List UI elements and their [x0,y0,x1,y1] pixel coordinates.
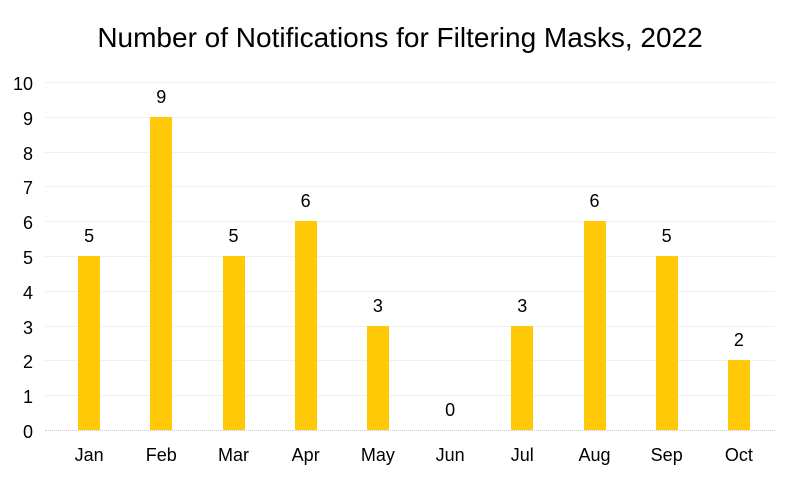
y-tick-label-0: 0 [22,422,33,442]
bar-value-label-jun: 0 [445,400,456,420]
bar-apr [294,221,317,430]
y-tick-label-4: 4 [22,282,33,303]
y-tick-label-3: 3 [22,317,33,338]
y-tick-label-6: 6 [22,213,33,234]
y-tick-label-10: 10 [12,74,33,94]
gridline-2 [45,360,775,362]
bar-mar [222,256,245,430]
bar-value-label-feb: 9 [156,86,167,107]
x-axis-baseline [45,430,775,431]
bar-value-label-aug: 6 [589,191,600,212]
y-tick-label-7: 7 [22,178,33,199]
bar-may [366,325,389,430]
gridline-8 [45,151,775,153]
gridline-5 [45,256,775,257]
x-tick-label-may: May [360,445,395,465]
bar-value-label-sep: 5 [661,226,672,246]
gridline-7 [45,186,775,188]
x-tick-label-apr: Apr [291,445,320,465]
y-tick-label-1: 1 [22,387,33,408]
bar-aug [583,221,606,430]
x-tick-label-jul: Jul [510,445,534,465]
bar-feb [150,116,173,430]
x-tick-label-jun: Jun [435,445,465,465]
gridline-10 [45,82,775,83]
y-tick-label-8: 8 [22,143,33,164]
bar-jan [78,256,101,430]
x-tick-label-mar: Mar [217,445,249,465]
gridline-1 [45,395,775,397]
gridline-3 [45,325,775,327]
bar-value-label-oct: 2 [733,330,744,351]
y-tick-label-5: 5 [22,248,33,268]
x-tick-label-aug: Aug [578,445,611,465]
bar-oct [727,360,750,430]
chart-title: Number of Notifications for Filtering Ma… [97,22,703,53]
bar-value-label-jan: 5 [84,226,95,246]
gridline-9 [45,116,775,118]
bar-value-label-mar: 5 [228,226,239,246]
x-tick-label-oct: Oct [724,445,753,465]
gridline-4 [45,290,775,292]
x-tick-label-feb: Feb [145,445,177,465]
y-tick-label-2: 2 [22,352,33,373]
bar-value-label-jul: 3 [517,295,528,316]
bar-jul [511,325,534,430]
y-tick-label-9: 9 [22,108,33,129]
x-tick-label-jan: Jan [74,445,104,465]
x-tick-label-sep: Sep [650,445,683,465]
gridline-6 [45,221,775,223]
bar-value-label-may: 3 [372,295,383,316]
bar-value-label-apr: 6 [300,191,311,212]
bar-sep [655,256,678,430]
